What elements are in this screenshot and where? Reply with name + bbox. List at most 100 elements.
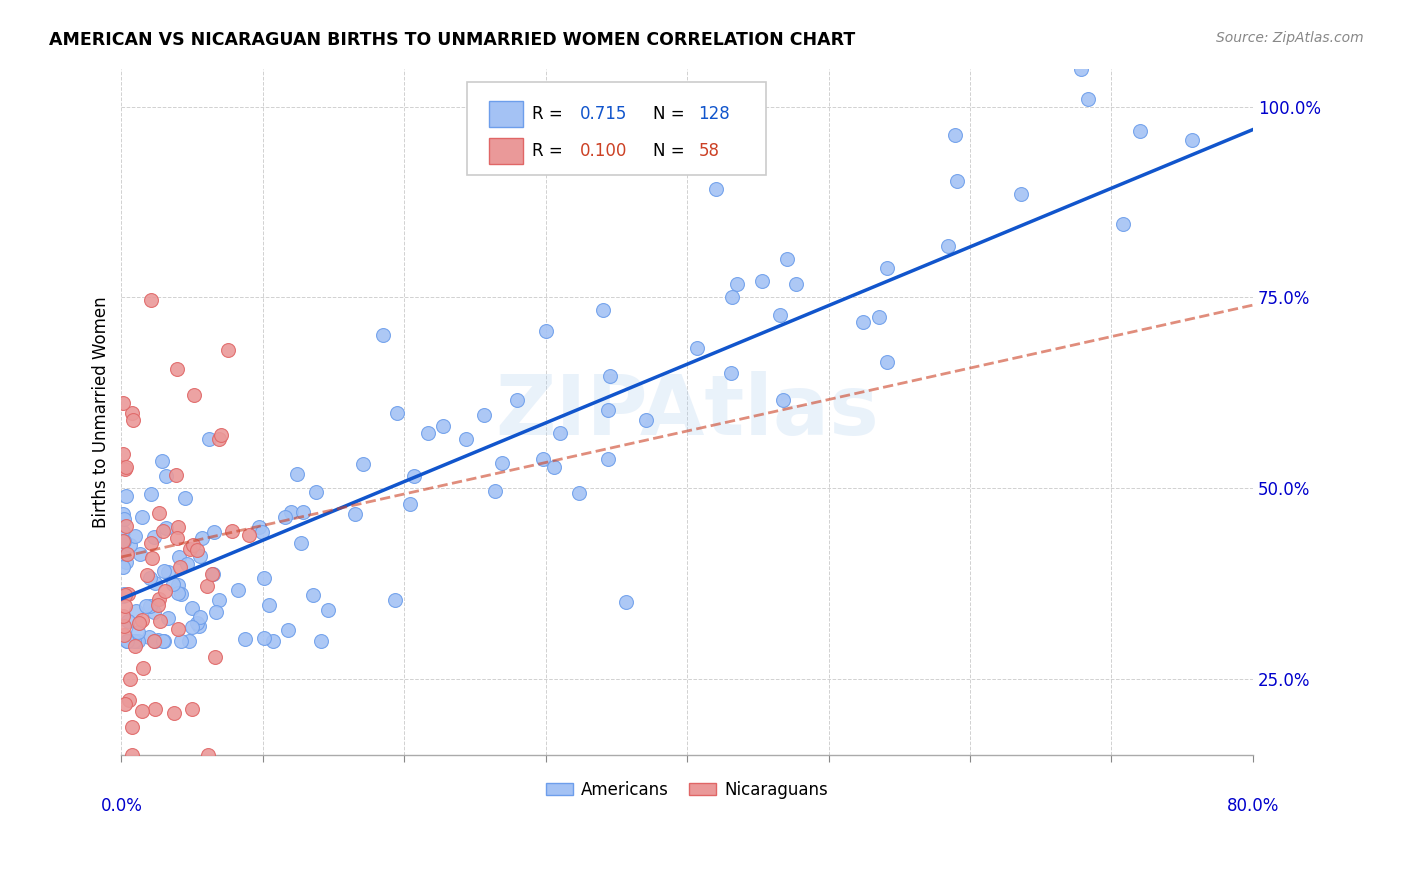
Point	[141, 551, 163, 566]
Point	[118, 693, 141, 707]
Point	[183, 388, 205, 402]
Point	[302, 588, 325, 602]
Point	[139, 486, 162, 500]
Point	[208, 432, 231, 446]
Point	[114, 519, 136, 533]
Point	[153, 633, 176, 648]
Point	[599, 369, 621, 384]
Point	[117, 587, 139, 601]
Point	[127, 633, 149, 648]
Point	[169, 587, 191, 601]
Point	[1070, 62, 1092, 76]
Point	[121, 748, 143, 763]
Point	[111, 446, 134, 460]
Point	[398, 497, 420, 511]
Point	[167, 622, 190, 636]
Text: 128: 128	[699, 105, 730, 123]
FancyBboxPatch shape	[489, 137, 523, 164]
Point	[768, 308, 790, 322]
Point	[936, 238, 959, 252]
Point	[191, 531, 214, 545]
Point	[402, 469, 425, 483]
Point	[131, 704, 153, 718]
Point	[143, 605, 166, 619]
Text: N =: N =	[654, 105, 690, 123]
Point	[416, 425, 439, 440]
Point	[157, 565, 180, 579]
Text: 0.715: 0.715	[579, 105, 627, 123]
Point	[181, 702, 204, 716]
Point	[568, 486, 591, 500]
Point	[152, 524, 174, 538]
Point	[943, 128, 966, 143]
FancyBboxPatch shape	[467, 82, 766, 175]
Point	[868, 310, 890, 324]
Point	[142, 633, 165, 648]
Point	[876, 260, 898, 275]
Point	[162, 577, 184, 591]
Point	[131, 510, 153, 524]
Point	[114, 462, 136, 476]
Point	[852, 315, 875, 329]
Point	[112, 533, 135, 548]
Y-axis label: Births to Unmarried Women: Births to Unmarried Women	[93, 296, 110, 528]
Point	[112, 619, 135, 633]
Point	[156, 611, 179, 625]
Point	[772, 393, 794, 408]
Point	[208, 593, 231, 607]
Point	[132, 661, 155, 675]
Point	[484, 484, 506, 499]
Point	[170, 633, 193, 648]
Point	[128, 615, 150, 630]
Point	[686, 341, 709, 355]
Point	[205, 605, 228, 619]
Point	[259, 598, 281, 612]
Point	[163, 706, 186, 721]
Point	[721, 290, 744, 304]
Point	[287, 467, 309, 481]
Point	[233, 632, 256, 647]
Point	[720, 366, 742, 380]
Point	[124, 633, 146, 648]
Point	[117, 633, 139, 648]
Point	[115, 633, 138, 648]
Point	[228, 583, 250, 598]
Point	[636, 412, 658, 426]
Text: 0.100: 0.100	[579, 142, 627, 160]
Point	[274, 510, 297, 524]
Point	[118, 672, 141, 686]
Text: Source: ZipAtlas.com: Source: ZipAtlas.com	[1216, 31, 1364, 45]
Point	[165, 467, 187, 482]
Point	[472, 409, 495, 423]
Point	[121, 406, 143, 420]
Point	[148, 506, 170, 520]
Point	[181, 601, 204, 615]
Point	[155, 468, 177, 483]
Point	[141, 293, 163, 307]
Point	[167, 549, 190, 564]
Point	[262, 633, 284, 648]
Point	[153, 564, 176, 578]
Point	[112, 512, 135, 526]
Point	[543, 460, 565, 475]
Point	[111, 608, 134, 623]
Point	[280, 505, 302, 519]
Point	[166, 586, 188, 600]
Legend: Americans, Nicaraguans: Americans, Nicaraguans	[540, 774, 835, 805]
Point	[124, 529, 146, 543]
Point	[152, 633, 174, 648]
Point	[200, 567, 222, 582]
Point	[167, 520, 190, 534]
Point	[117, 615, 139, 629]
Point	[531, 452, 554, 467]
Point	[124, 640, 146, 654]
Point	[138, 630, 160, 644]
Text: ZIPAtlas: ZIPAtlas	[495, 371, 879, 452]
Point	[143, 633, 166, 648]
Point	[1181, 133, 1204, 147]
Point	[153, 583, 176, 598]
Point	[725, 277, 748, 291]
Point	[432, 419, 454, 434]
Point	[548, 425, 571, 440]
Point	[1077, 92, 1099, 106]
